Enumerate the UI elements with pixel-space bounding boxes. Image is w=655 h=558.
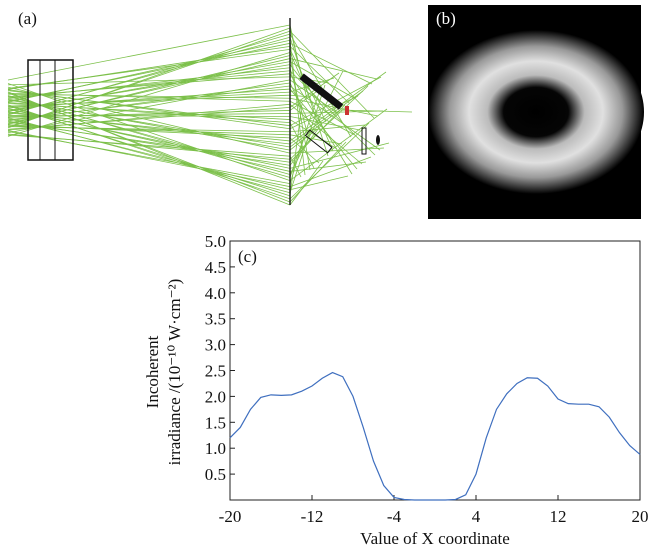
panel-label: (b) [436, 9, 456, 28]
ray-trace-diagram [8, 18, 412, 205]
ray [8, 135, 290, 156]
line-series [230, 373, 640, 500]
beam-ring [428, 30, 644, 194]
x-tick-label: 4 [472, 507, 481, 526]
ray [290, 176, 348, 190]
annotation: (c) [238, 247, 257, 266]
y-axis-title: Incoherent [143, 335, 162, 408]
y-tick-label: 2.5 [205, 362, 226, 381]
y-tick-label: 1.0 [205, 439, 226, 458]
y-tick-label: 4.0 [205, 284, 226, 303]
x-tick-label: -4 [387, 507, 402, 526]
x-tick-label: 20 [632, 507, 649, 526]
y-tick-label: 1.5 [205, 413, 226, 432]
y-tick-label: 4.5 [205, 258, 226, 277]
page: {"panels": {"a": "(a)", "b": "(b)"}, "ch… [0, 0, 655, 558]
x-tick-label: 12 [550, 507, 567, 526]
y-axis-title: irradiance /(10⁻¹⁰ W·cm⁻²) [165, 279, 184, 466]
y-tick-label: 3.0 [205, 336, 226, 355]
ray [8, 84, 290, 181]
plot-frame [230, 241, 640, 500]
detector [376, 135, 380, 145]
y-tick-label: 0.5 [205, 465, 226, 484]
x-tick-label: -20 [219, 507, 242, 526]
x-tick-label: -12 [301, 507, 324, 526]
ray [290, 95, 311, 97]
rays [8, 25, 412, 205]
figure: (a) (b) (c) Value of X coordinate Incohe… [0, 0, 655, 553]
x-axis-title: Value of X coordinate [360, 529, 510, 548]
ray [290, 85, 325, 193]
panel-label: (a) [18, 9, 37, 28]
y-tick-label: 5.0 [205, 232, 226, 251]
element [345, 106, 349, 115]
y-tick-label: 2.0 [205, 387, 226, 406]
y-tick-label: 3.5 [205, 310, 226, 329]
ray [290, 123, 369, 199]
